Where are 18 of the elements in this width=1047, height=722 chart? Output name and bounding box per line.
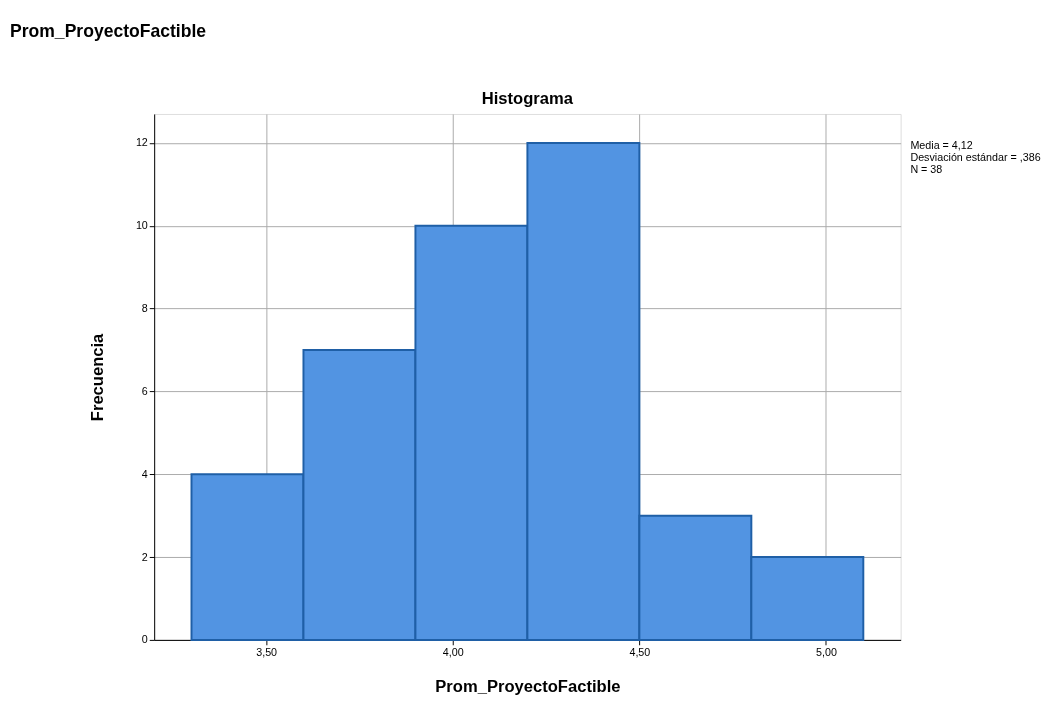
text: N = 38 bbox=[910, 162, 943, 175]
chart-title: Prom_ProyectoFactible bbox=[10, 21, 207, 42]
y-tick-label: 12 bbox=[135, 136, 148, 149]
text: Desviación estándar = ,386 bbox=[910, 150, 1041, 163]
x-axis-title: Prom_ProyectoFactible bbox=[435, 677, 621, 697]
y-tick-label: 6 bbox=[141, 384, 148, 397]
y-tick-label: 4 bbox=[141, 467, 148, 480]
y-axis-title: Frecuencia bbox=[87, 332, 107, 422]
x-tick-label: 4,00 bbox=[442, 646, 464, 659]
y-tick-label: 8 bbox=[141, 302, 148, 315]
x-tick-label: 5,00 bbox=[816, 646, 837, 659]
x-tick-label: 4,50 bbox=[629, 646, 651, 659]
y-tick-label: 0 bbox=[141, 633, 148, 646]
x-tick-label: 3,50 bbox=[256, 646, 278, 659]
text: Media = 4,12 bbox=[910, 139, 973, 152]
chart-subtitle: Histograma bbox=[481, 89, 574, 109]
y-tick-label: 10 bbox=[135, 219, 148, 232]
y-tick-label: 2 bbox=[141, 550, 148, 563]
